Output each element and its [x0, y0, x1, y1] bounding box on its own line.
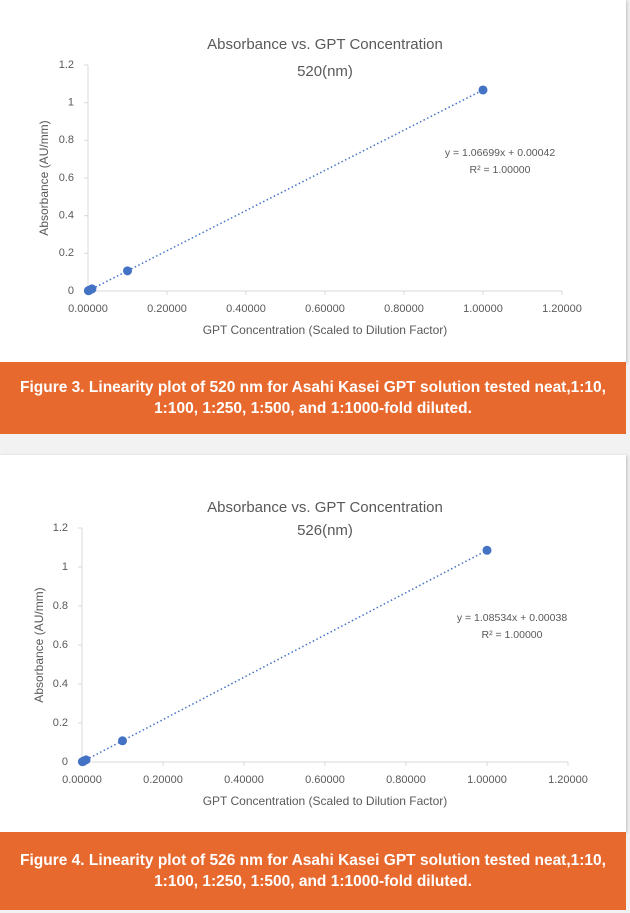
chart-subtitle: 526(nm): [297, 522, 353, 539]
x-tick-label: 1.20000: [542, 303, 582, 315]
y-axis-label: Absorbance (AU/mm): [37, 120, 51, 235]
figure-caption: Figure 4. Linearity plot of 526 nm for A…: [0, 832, 626, 910]
x-tick-label: 0.60000: [305, 774, 345, 786]
x-tick-label: 0.40000: [224, 774, 264, 786]
figure-panel: [0, 0, 626, 362]
data-point: [123, 266, 132, 276]
x-tick-label: 0.00000: [68, 303, 108, 315]
x-tick-label: 1.20000: [548, 774, 588, 786]
x-axis-label: GPT Concentration (Scaled to Dilution Fa…: [203, 323, 448, 337]
y-tick-label: 0.6: [59, 172, 74, 184]
chart-title: Absorbance vs. GPT Concentration: [207, 36, 443, 53]
x-axis-label: GPT Concentration (Scaled to Dilution Fa…: [203, 794, 448, 808]
trendline-annotation: y = 1.08534x + 0.00038: [457, 612, 568, 624]
data-point: [478, 85, 488, 95]
x-tick-label: 0.20000: [147, 303, 187, 315]
y-tick-label: 0: [62, 756, 68, 768]
x-tick-label: 0.00000: [62, 774, 102, 786]
y-tick-label: 1: [62, 561, 68, 573]
trendline-annotation: R² = 1.00000: [481, 629, 542, 641]
trendline: [88, 89, 484, 292]
chart-title: Absorbance vs. GPT Concentration: [207, 499, 443, 516]
trendline-annotation: R² = 1.00000: [469, 164, 530, 176]
x-tick-label: 0.80000: [386, 774, 426, 786]
figure-panel: [0, 455, 626, 832]
y-tick-label: 0.8: [53, 600, 68, 612]
y-tick-label: 0.4: [59, 210, 74, 222]
data-point: [482, 545, 492, 555]
y-tick-label: 0.8: [59, 134, 74, 146]
y-tick-label: 1.2: [53, 522, 68, 534]
trendline: [82, 549, 488, 763]
y-tick-label: 0: [68, 285, 74, 297]
x-tick-label: 0.40000: [226, 303, 266, 315]
y-tick-label: 1: [68, 97, 74, 109]
trendline-annotation: y = 1.06699x + 0.00042: [445, 147, 556, 159]
y-tick-label: 0.4: [53, 678, 68, 690]
figure-caption: Figure 3. Linearity plot of 520 nm for A…: [0, 362, 626, 434]
y-tick-label: 0.6: [53, 639, 68, 651]
y-tick-label: 0.2: [59, 247, 74, 259]
x-tick-label: 1.00000: [467, 774, 507, 786]
data-point: [77, 757, 87, 767]
x-tick-label: 0.20000: [143, 774, 183, 786]
x-tick-label: 0.60000: [305, 303, 345, 315]
data-point: [83, 286, 93, 296]
y-tick-label: 1.2: [59, 59, 74, 71]
data-point: [118, 736, 127, 746]
chart-subtitle: 520(nm): [297, 63, 353, 80]
y-tick-label: 0.2: [53, 717, 68, 729]
y-axis-label: Absorbance (AU/mm): [32, 587, 46, 702]
x-tick-label: 1.00000: [463, 303, 503, 315]
x-tick-label: 0.80000: [384, 303, 424, 315]
